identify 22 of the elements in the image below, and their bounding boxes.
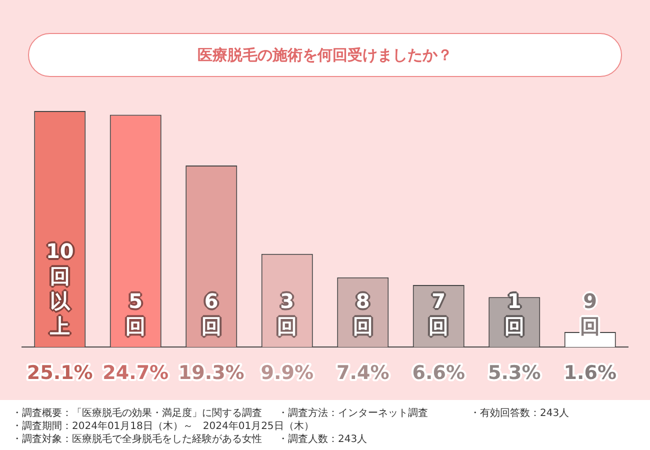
x-tick-label: 10回以上 [44, 239, 75, 339]
data-label: 6.6% [412, 362, 465, 384]
x-tick-label: 7回 [428, 289, 450, 339]
text: ・調査人数：243人 [278, 432, 368, 446]
data-label: 19.3% [178, 362, 244, 384]
x-tick-label: 6回 [200, 289, 222, 339]
data-label: 24.7% [102, 362, 169, 384]
text: ・調査期間：2024年01月18日（木）～ 2024年01月25日（木） [12, 420, 314, 433]
text: ・調査方法：インターネット調査 [278, 406, 428, 420]
data-label: 5.3% [488, 362, 541, 384]
x-tick-label: 3回 [276, 289, 298, 339]
data-label: 1.6% [564, 362, 616, 384]
data-label: 9.9% [260, 362, 314, 384]
text: ・調査概要：「医療脱毛の効果・満足度」に関する調査 [12, 406, 262, 420]
chart-title: 医療脱毛の施術を何回受けましたか？ [28, 33, 622, 77]
data-label: 25.1% [26, 362, 93, 384]
data-label: 7.4% [336, 362, 390, 384]
text: ・調査対象：医療脱毛で全身脱毛をした経験がある女性 [12, 432, 262, 446]
text: ・有効回答数：243人 [470, 406, 570, 420]
x-tick-label: 5回 [124, 289, 147, 339]
x-tick-label: 8回 [352, 289, 374, 339]
x-tick-label: 9回 [579, 289, 602, 339]
